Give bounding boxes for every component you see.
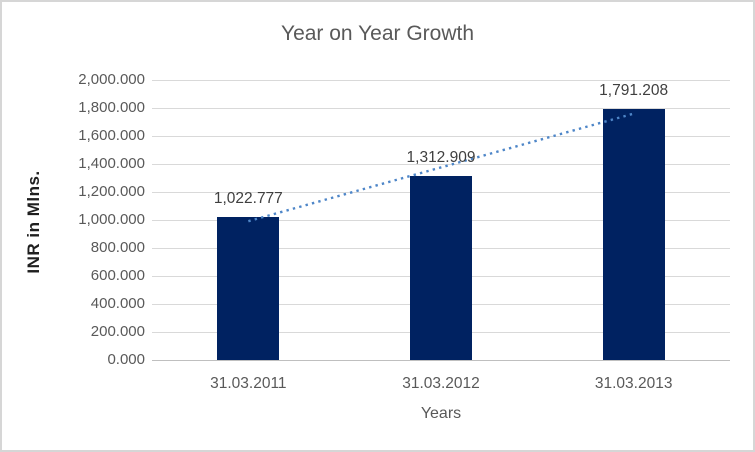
chart-title: Year on Year Growth xyxy=(280,22,475,45)
y-tick-label: 1,400.000 xyxy=(78,155,145,172)
y-tick-label: 0.000 xyxy=(107,351,145,368)
y-tick-label: 200.000 xyxy=(90,323,145,340)
x-tick-label: 31.03.2013 xyxy=(594,375,673,392)
bar xyxy=(602,109,665,360)
bar xyxy=(410,176,472,360)
gridline xyxy=(152,107,730,109)
y-axis-tick-labels: 0.000 200.000 400.000 600.000 800.000 1,000.0… xyxy=(2,71,145,368)
x-tick-label: 31.03.2011 xyxy=(210,375,287,392)
y-tick-label: 1,000.000 xyxy=(78,211,145,228)
y-tick-label: 2,000.000 xyxy=(78,71,145,88)
y-tick-label: 600.000 xyxy=(90,267,145,284)
y-tick-label: 800.000 xyxy=(90,239,145,256)
x-axis-line xyxy=(152,359,730,361)
plot-area: 1,022.777 1,312.909 1,791.208 xyxy=(152,79,730,361)
gridline xyxy=(152,79,730,81)
bar-data-label: 1,022.777 xyxy=(213,189,283,207)
y-tick-label: 400.000 xyxy=(90,295,145,312)
x-axis-tick-labels: 31.03.2011 31.03.2012 31.03.2013 xyxy=(152,375,730,395)
bar-data-label: 1,312.909 xyxy=(406,149,476,167)
y-tick-label: 1,600.000 xyxy=(78,127,145,144)
bar xyxy=(217,216,280,360)
x-axis-title: Years xyxy=(420,405,462,422)
x-tick-label: 31.03.2012 xyxy=(402,375,480,392)
y-tick-label: 1,200.000 xyxy=(78,183,145,200)
y-tick-label: 1,800.000 xyxy=(78,99,145,116)
bar-data-label: 1,791.208 xyxy=(599,82,669,100)
